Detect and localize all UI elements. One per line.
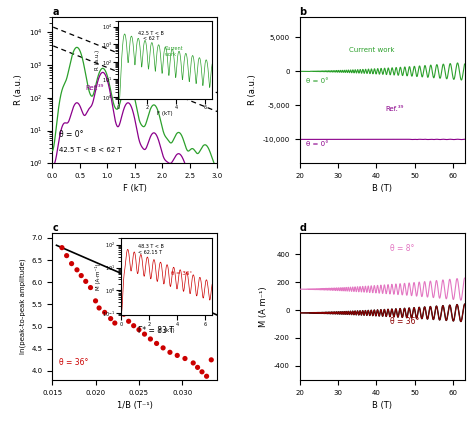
Text: θ = 36°: θ = 36°	[59, 358, 88, 367]
Point	[153, 340, 160, 347]
Point	[82, 278, 90, 285]
Text: Ref.³⁹: Ref.³⁹	[85, 85, 103, 91]
Point	[120, 311, 128, 317]
Text: d: d	[300, 224, 307, 233]
Y-axis label: R (a.u.): R (a.u.)	[248, 75, 257, 106]
X-axis label: B (T): B (T)	[372, 401, 392, 410]
Point	[87, 284, 94, 291]
Text: Current work: Current work	[349, 47, 394, 53]
Y-axis label: ln(peak-to-peak amplitude): ln(peak-to-peak amplitude)	[19, 259, 26, 354]
Point	[194, 364, 201, 371]
Point	[130, 322, 137, 329]
Point	[135, 326, 143, 333]
Text: 42.5 T < B < 62 T: 42.5 T < B < 62 T	[59, 146, 121, 152]
Text: θ = 0°: θ = 0°	[306, 78, 329, 84]
Point	[77, 272, 85, 279]
Text: b: b	[300, 7, 307, 17]
Point	[181, 355, 189, 362]
Y-axis label: M (A m⁻¹): M (A m⁻¹)	[259, 286, 268, 327]
Point	[101, 309, 109, 316]
Point	[68, 260, 75, 267]
Point	[146, 335, 154, 342]
Point	[208, 357, 215, 363]
Point	[73, 266, 81, 273]
Point	[141, 331, 148, 338]
Point	[58, 244, 66, 251]
Point	[203, 373, 210, 380]
Point	[95, 305, 103, 311]
Point	[166, 349, 174, 356]
Point	[190, 360, 197, 366]
Y-axis label: R (a.u.): R (a.u.)	[14, 75, 23, 106]
Text: Ref.³⁹: Ref.³⁹	[385, 106, 404, 111]
Text: Γ* = 83 T: Γ* = 83 T	[138, 326, 174, 335]
Point	[159, 344, 167, 351]
Point	[111, 319, 118, 326]
Point	[63, 252, 71, 259]
X-axis label: B (T): B (T)	[372, 184, 392, 194]
Point	[92, 298, 100, 304]
Text: θ = 8°: θ = 8°	[390, 244, 415, 253]
Point	[107, 315, 114, 322]
Point	[198, 368, 206, 375]
Text: θ = 0°: θ = 0°	[59, 130, 83, 139]
Text: c: c	[52, 224, 58, 233]
Text: θ = 0°: θ = 0°	[306, 141, 329, 147]
Point	[173, 352, 181, 359]
Point	[125, 318, 132, 325]
X-axis label: 1/B (T⁻¹): 1/B (T⁻¹)	[117, 401, 153, 410]
X-axis label: F (kT): F (kT)	[123, 184, 146, 194]
Text: θ = 36°: θ = 36°	[390, 317, 419, 326]
Text: a: a	[52, 7, 59, 17]
Text: Current
work: Current work	[151, 56, 177, 69]
